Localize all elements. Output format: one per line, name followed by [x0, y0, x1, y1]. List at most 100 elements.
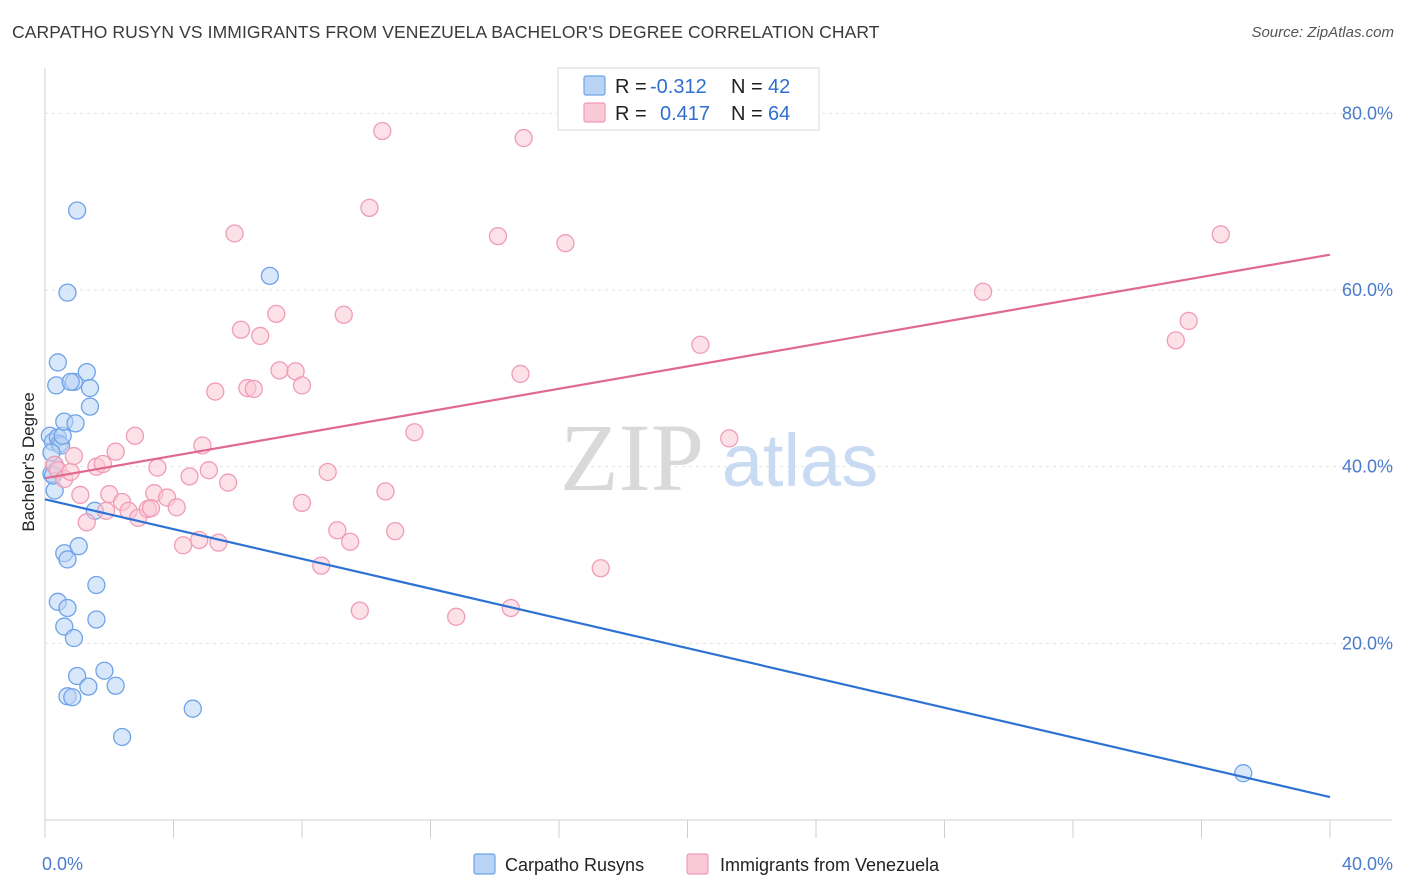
series-carpatho-rusyns-points [40, 201, 1253, 783]
data-point [58, 598, 77, 618]
data-point [87, 575, 106, 595]
data-point [267, 304, 286, 324]
data-point [63, 688, 82, 707]
y-tick-label: 80.0% [1342, 103, 1393, 123]
data-point [225, 224, 244, 243]
y-tick-label: 60.0% [1342, 280, 1393, 300]
data-point [244, 379, 263, 399]
data-point [251, 326, 270, 346]
x-tick-label: 40.0% [1342, 854, 1393, 874]
data-point [488, 226, 508, 246]
stats-r-value-immigrants-venezuela: 0.417 [660, 103, 710, 125]
data-point [112, 727, 132, 747]
data-point [80, 397, 100, 416]
watermark-zip: ZIP [560, 404, 704, 511]
data-point [556, 234, 575, 253]
source-label: Source: ZipAtlas.com [1251, 24, 1394, 41]
watermark-atlas: atlas [722, 419, 878, 502]
stats-r-value-carpatho-rusyns: -0.312 [650, 76, 707, 98]
data-point [125, 426, 145, 445]
x-tick-label: 0.0% [42, 854, 83, 874]
stats-r-label-carpatho-rusyns: R = [615, 76, 647, 98]
data-point [64, 628, 84, 648]
data-point [69, 537, 88, 556]
data-point [334, 305, 353, 324]
data-point [350, 601, 369, 620]
data-point [691, 335, 710, 354]
data-point [218, 473, 238, 492]
data-point [360, 198, 379, 218]
data-point [71, 485, 90, 505]
data-point [183, 699, 202, 718]
legend-swatch-immigrants-venezuela [686, 853, 709, 875]
data-point [511, 364, 530, 384]
data-point [61, 372, 80, 392]
chart-title: CARPATHO RUSYN VS IMMIGRANTS FROM VENEZU… [12, 22, 880, 42]
legend-label-carpatho-rusyns: Carpatho Rusyns [505, 855, 644, 875]
stats-swatch-carpatho-rusyns [583, 75, 606, 96]
stats-swatch-immigrants-venezuela [583, 102, 606, 123]
data-point [386, 522, 405, 541]
data-point [106, 676, 125, 695]
y-tick-label: 40.0% [1342, 457, 1393, 477]
data-point [96, 501, 116, 520]
data-point [148, 458, 167, 477]
series-immigrants-venezuela-points [45, 121, 1230, 626]
data-point [80, 378, 100, 398]
data-point [373, 121, 392, 141]
data-point [106, 442, 125, 461]
stats-r-label-immigrants-venezuela: R = [615, 103, 647, 125]
data-point [199, 461, 218, 480]
data-point [231, 320, 251, 339]
legend-label-immigrants-venezuela: Immigrants from Venezuela [720, 855, 940, 875]
data-point [64, 446, 84, 466]
stats-n-value-carpatho-rusyns: 42 [768, 76, 790, 98]
y-tick-label: 20.0% [1342, 633, 1393, 653]
data-point [77, 362, 96, 382]
data-point [1211, 225, 1230, 244]
data-point [973, 282, 993, 301]
data-point [328, 521, 347, 540]
data-point [270, 361, 289, 380]
tick-labels: 20.0% 40.0% 60.0% 80.0% 0.0% 40.0% [42, 103, 1393, 874]
data-point [292, 376, 312, 395]
data-point [206, 382, 225, 401]
data-point [180, 467, 199, 486]
data-point [67, 201, 87, 220]
data-point [141, 499, 161, 518]
data-point [79, 677, 98, 696]
data-point [447, 607, 466, 626]
data-point [95, 661, 114, 680]
data-point [77, 513, 96, 532]
data-point [376, 482, 395, 501]
stats-n-value-immigrants-venezuela: 64 [768, 103, 790, 125]
y-axis-label: Bachelor's Degree [19, 392, 38, 531]
watermark: ZIP atlas [560, 404, 878, 511]
data-point [318, 462, 337, 482]
data-point [292, 493, 312, 513]
stats-n-label-immigrants-venezuela: N = [731, 103, 763, 125]
data-point [260, 266, 280, 286]
data-point [58, 550, 77, 569]
data-point [67, 666, 87, 686]
stats-n-label-carpatho-rusyns: N = [731, 76, 763, 98]
data-point [1179, 311, 1198, 331]
data-point [87, 610, 106, 629]
data-point [66, 414, 85, 433]
data-point [58, 283, 77, 302]
stats-legend: R = -0.312 N = 42 R = 0.417 N = 64 [557, 67, 820, 131]
gridlines [45, 112, 1392, 644]
trend-lines [44, 253, 1331, 799]
data-point [591, 559, 610, 578]
data-point [173, 536, 193, 555]
series-legend: Carpatho Rusyns Immigrants from Venezuel… [473, 853, 940, 875]
legend-swatch-carpatho-rusyns [473, 853, 496, 875]
data-point [341, 532, 360, 551]
axes [44, 68, 1392, 838]
data-point [209, 533, 228, 552]
data-point [48, 353, 67, 372]
data-point [514, 128, 533, 148]
trend-line [44, 253, 1331, 480]
trend-line [44, 498, 1331, 799]
